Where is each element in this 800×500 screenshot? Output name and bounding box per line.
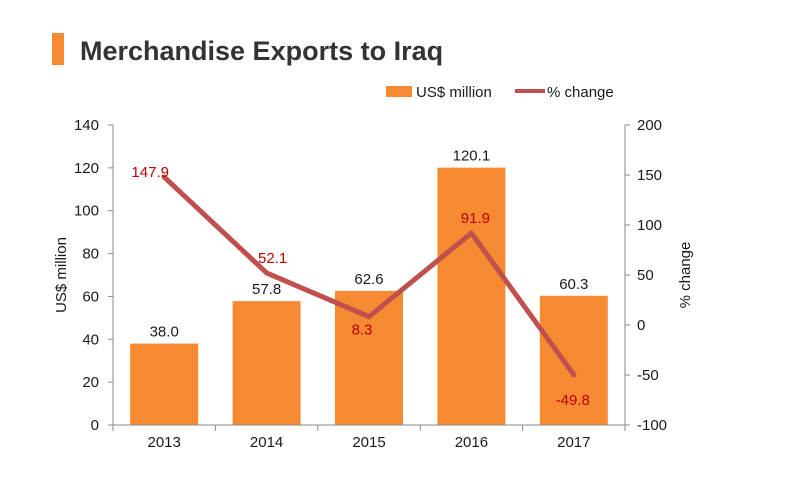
legend-swatch-bar bbox=[386, 86, 412, 97]
bar-2013 bbox=[130, 343, 199, 425]
y2-tick-label: 150 bbox=[637, 167, 662, 184]
line-value-label: 91.9 bbox=[461, 210, 490, 227]
y2-tick-label: 0 bbox=[637, 317, 645, 334]
x-tick-label: 2017 bbox=[557, 434, 590, 451]
bar-value-label: 62.6 bbox=[354, 271, 383, 288]
chart-title: Merchandise Exports to Iraq bbox=[80, 36, 443, 66]
line-point bbox=[468, 230, 474, 236]
bar-2016 bbox=[437, 167, 506, 425]
legend-label-line: % change bbox=[547, 84, 614, 101]
line-point bbox=[366, 314, 372, 320]
title-accent-bar bbox=[52, 33, 64, 65]
legend-label-bar: US$ million bbox=[416, 84, 492, 101]
y-tick-label: 140 bbox=[74, 117, 99, 134]
bar-2017 bbox=[539, 295, 608, 425]
bar-value-label: 60.3 bbox=[559, 276, 588, 293]
x-tick-label: 2014 bbox=[250, 434, 283, 451]
y2-tick-label: -100 bbox=[637, 417, 667, 434]
y-tick-label: 60 bbox=[82, 288, 99, 305]
y2-tick-label: 50 bbox=[637, 267, 654, 284]
y2-tick-label: 200 bbox=[637, 117, 662, 134]
bar-value-label: 38.0 bbox=[150, 324, 179, 341]
bar-2015 bbox=[335, 290, 403, 425]
x-tick-label: 2016 bbox=[455, 434, 488, 451]
legend: US$ million % change bbox=[386, 84, 614, 101]
line-point bbox=[264, 270, 270, 276]
y-tick-label: 80 bbox=[82, 246, 99, 263]
x-tick-label: 2013 bbox=[148, 434, 181, 451]
y-tick-label: 0 bbox=[91, 417, 99, 434]
line-value-label: -49.8 bbox=[556, 392, 590, 409]
x-tick-label: 2015 bbox=[352, 434, 385, 451]
y-tick-label: 40 bbox=[82, 331, 99, 348]
y-axis-title: US$ million bbox=[53, 237, 70, 313]
bar-value-label: 57.8 bbox=[252, 281, 281, 298]
y2-tick-label: 100 bbox=[637, 217, 662, 234]
y-tick-label: 120 bbox=[74, 160, 99, 177]
y2-tick-label: -50 bbox=[637, 367, 659, 384]
line-value-label: 8.3 bbox=[352, 322, 373, 339]
line-value-label: 147.9 bbox=[131, 164, 169, 181]
y-tick-label: 100 bbox=[74, 203, 99, 220]
line-value-label: 52.1 bbox=[258, 250, 287, 267]
line-point bbox=[571, 372, 577, 378]
line-point bbox=[161, 174, 167, 180]
bar-2014 bbox=[232, 301, 301, 425]
y-tick-label: 20 bbox=[82, 374, 99, 391]
y2-axis-title: % change bbox=[677, 242, 694, 309]
bar-value-label: 120.1 bbox=[453, 148, 491, 165]
